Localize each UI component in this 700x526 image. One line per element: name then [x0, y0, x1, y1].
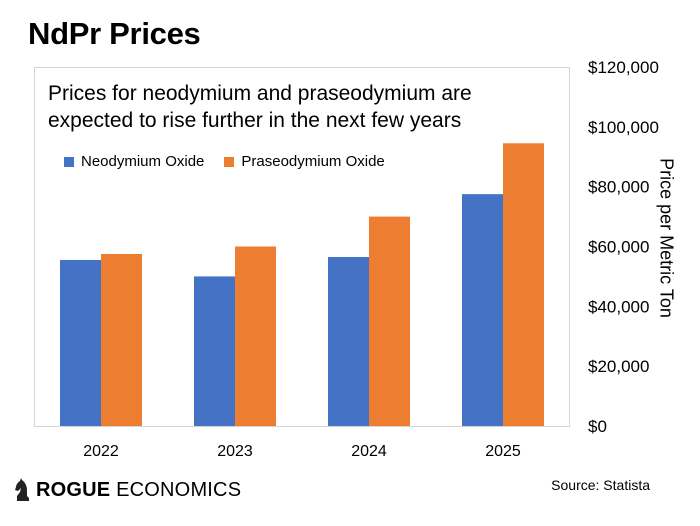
x-tick-label-2024: 2024 — [351, 443, 387, 460]
bar-praseodymium-2024 — [369, 216, 410, 426]
knight-chess-icon — [15, 478, 29, 501]
legend-label-praseodymium: Praseodymium Oxide — [241, 153, 385, 170]
y-tick-label: $0 — [588, 417, 607, 436]
legend-swatch-neodymium — [64, 156, 74, 167]
legend-swatch-praseodymium — [224, 156, 235, 167]
y-tick-label: $120,000 — [588, 58, 659, 77]
y-tick-label: $40,000 — [588, 297, 649, 316]
legend-item-praseodymium: Praseodymium Oxide — [224, 153, 385, 170]
chart-subtitle: Prices for neodymium and praseodymium ar… — [48, 82, 472, 132]
bar-neodymium-2023 — [194, 276, 235, 426]
bar-praseodymium-2023 — [235, 246, 276, 426]
brand-logo: ROGUE ECONOMICS — [14, 478, 241, 502]
source-note: Source: Statista — [551, 477, 650, 493]
brand-name: ROGUE ECONOMICS — [36, 478, 242, 501]
bar-praseodymium-2022 — [101, 253, 142, 426]
legend-item-neodymium: Neodymium Oxide — [64, 153, 204, 170]
page-title: NdPr Prices — [28, 16, 201, 51]
plot-area — [34, 67, 570, 427]
x-tick-label-2023: 2023 — [217, 443, 253, 460]
bar-neodymium-2022 — [60, 259, 101, 426]
y-tick-label: $60,000 — [588, 238, 649, 257]
y-tick-label: $100,000 — [588, 118, 659, 137]
legend-label-neodymium: Neodymium Oxide — [81, 153, 205, 170]
x-tick-label-2022: 2022 — [83, 443, 119, 460]
bar-neodymium-2025 — [462, 194, 503, 426]
y-tick-label: $20,000 — [588, 357, 649, 376]
x-tick-label-2025: 2025 — [485, 443, 521, 460]
chart-legend: Neodymium Oxide Praseodymium Oxide — [64, 153, 385, 170]
bar-neodymium-2024 — [328, 256, 369, 426]
bar-praseodymium-2025 — [503, 143, 544, 426]
y-tick-label: $80,000 — [588, 178, 649, 197]
